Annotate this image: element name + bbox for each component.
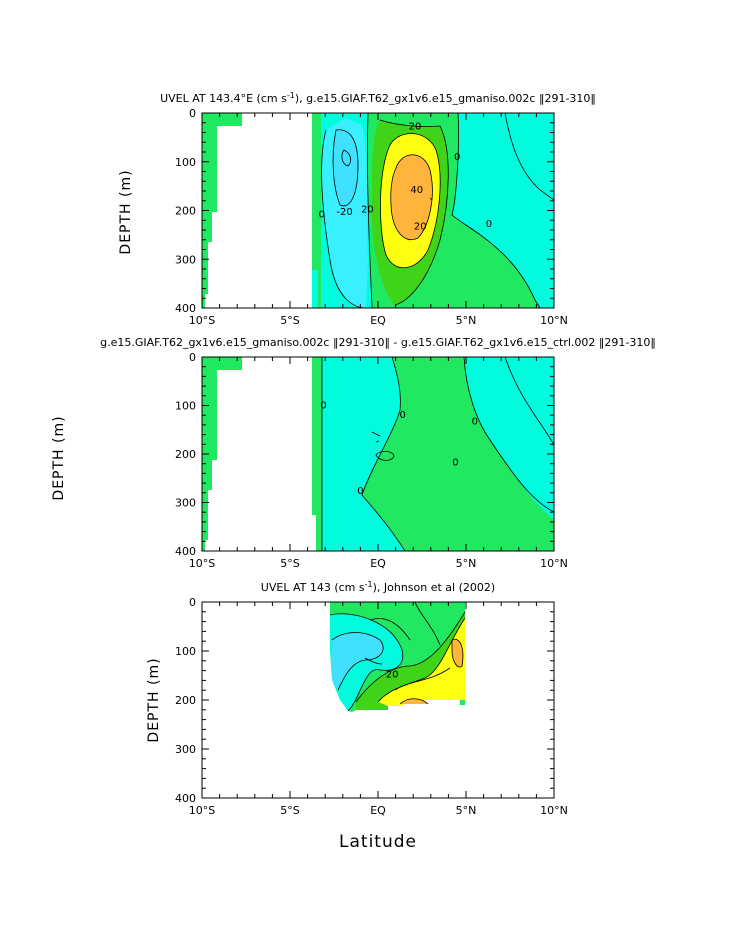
x-tick-label: 10°S xyxy=(189,314,215,327)
panel-1-fill-orange xyxy=(390,154,433,240)
panel-3-ylabel: DEPTH (m) xyxy=(146,657,162,742)
panel-2-fill-green xyxy=(362,357,554,551)
contour-label: -20 xyxy=(336,207,352,218)
x-tick-label: 10°N xyxy=(540,314,568,327)
x-tick-label: 10°S xyxy=(189,557,215,570)
panel-3-title: UVEL AT 143 (cm s-1), Johnson et al (200… xyxy=(261,580,495,594)
panel-3-xlabel: Latitude xyxy=(339,832,417,852)
panel-1-land-strip xyxy=(202,113,242,308)
contour-label: 0 xyxy=(320,400,326,411)
y-tick-label: 200 xyxy=(175,694,196,707)
panel-3-axes: 10°S 5°S EQ 5°N 10°N 0 100 200 300 400 xyxy=(175,596,568,817)
panel-3-fill-orange xyxy=(452,639,463,668)
panel-2-contour-field xyxy=(202,357,554,551)
y-tick-label: 300 xyxy=(175,743,196,756)
contour-label: 20 xyxy=(414,222,427,233)
y-tick-label: 400 xyxy=(175,792,196,805)
contour-label: 0 xyxy=(452,458,458,469)
panel-2-contour-labels: 0 0 0 0 0 xyxy=(320,400,478,497)
contour-label: 20 xyxy=(409,122,422,133)
x-tick-label: 10°N xyxy=(540,804,568,817)
panel-2-axes: 10°S 5°S EQ 5°N 10°N 0 100 200 300 400 xyxy=(175,351,568,570)
x-tick-label: EQ xyxy=(370,557,386,570)
x-tick-label: 5°N xyxy=(456,557,477,570)
panel-2-land-strip xyxy=(202,357,242,551)
y-tick-label: 200 xyxy=(175,448,196,461)
contour-label: 20 xyxy=(361,205,374,216)
panel-1-title: UVEL AT 143.4°E (cm s-1), g.e15.GIAF.T62… xyxy=(160,91,596,105)
y-tick-label: 0 xyxy=(189,596,196,609)
x-tick-label: 5°N xyxy=(456,314,477,327)
contour-label: 0 xyxy=(357,486,363,497)
y-tick-label: 100 xyxy=(175,156,196,169)
y-tick-label: 400 xyxy=(175,302,196,315)
contour-label: 0 xyxy=(472,416,478,427)
panel-1: UVEL AT 143.4°E (cm s-1), g.e15.GIAF.T62… xyxy=(118,91,596,327)
y-tick-label: 200 xyxy=(175,205,196,218)
x-tick-label: 5°S xyxy=(280,557,299,570)
x-tick-label: 10°S xyxy=(189,804,215,817)
x-tick-label: 5°S xyxy=(280,804,299,817)
panel-1-contour-labels: 20 0 -20 20 40 20 0 0 xyxy=(318,122,492,233)
x-tick-label: 5°N xyxy=(456,804,477,817)
panel-2-title: g.e15.GIAF.T62_gx1v6.e15_gmaniso.002c ‖2… xyxy=(100,336,656,349)
y-tick-label: 100 xyxy=(175,400,196,413)
y-tick-label: 100 xyxy=(175,645,196,658)
y-tick-label: 300 xyxy=(175,497,196,510)
x-tick-label: EQ xyxy=(370,314,386,327)
panel-2: g.e15.GIAF.T62_gx1v6.e15_gmaniso.002c ‖2… xyxy=(51,336,656,570)
y-tick-label: 400 xyxy=(175,545,196,558)
panel-3: UVEL AT 143 (cm s-1), Johnson et al (200… xyxy=(146,580,568,852)
x-tick-label: EQ xyxy=(370,804,386,817)
contour-label: 40 xyxy=(410,185,423,196)
contour-label: 0 xyxy=(399,410,405,421)
panel-3-contour-labels: 20 xyxy=(386,670,399,681)
contour-label: 0 xyxy=(486,219,492,230)
panel-1-ylabel: DEPTH (m) xyxy=(118,169,134,254)
contour-label: 20 xyxy=(386,670,399,681)
panel-3-fill-yellow xyxy=(378,618,465,706)
y-tick-label: 300 xyxy=(175,253,196,266)
panel-1-contour-field xyxy=(202,113,554,308)
x-tick-label: 5°S xyxy=(280,314,299,327)
contour-label: 0 xyxy=(454,152,460,163)
y-tick-label: 0 xyxy=(189,351,196,364)
panel-2-ylabel: DEPTH (m) xyxy=(51,415,67,500)
y-tick-label: 0 xyxy=(189,107,196,120)
x-tick-label: 10°N xyxy=(540,557,568,570)
panel-3-contour-field xyxy=(202,602,554,798)
contour-label: 0 xyxy=(318,209,324,220)
